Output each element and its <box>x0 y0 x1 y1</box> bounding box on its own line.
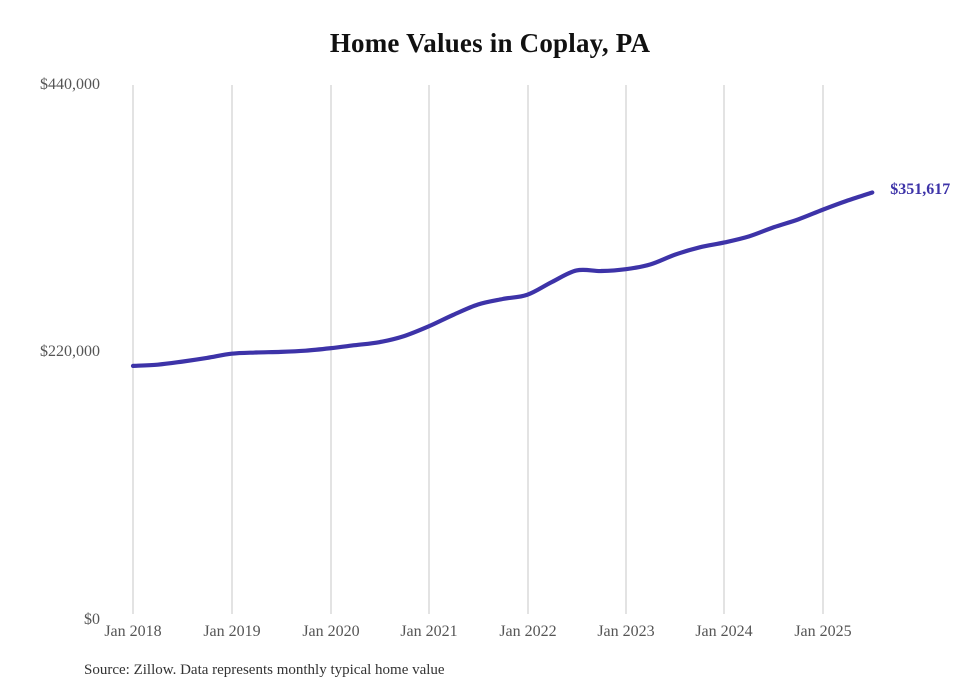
y-axis-tick-220000: $220,000 <box>40 343 100 360</box>
y-axis-tick-440000: $440,000 <box>40 76 100 93</box>
source-note: Source: Zillow. Data represents monthly … <box>84 662 445 678</box>
x-axis-tick-jan-2018: Jan 2018 <box>104 623 162 640</box>
x-axis-tick-jan-2022: Jan 2022 <box>499 623 557 640</box>
x-axis-tick-jan-2019: Jan 2019 <box>203 623 261 640</box>
y-axis-tick-0: $0 <box>84 611 100 628</box>
end-value-annotation: $351,617 <box>890 181 951 199</box>
x-axis-tick-jan-2020: Jan 2020 <box>302 623 360 640</box>
x-axis-tick-jan-2024: Jan 2024 <box>695 623 753 640</box>
gridlines <box>132 85 824 614</box>
x-axis-tick-jan-2025: Jan 2025 <box>794 623 852 640</box>
x-axis-tick-jan-2021: Jan 2021 <box>400 623 458 640</box>
page-title: Home Values in Coplay, PA <box>329 28 651 58</box>
series-line-typical-home-value <box>130 190 875 368</box>
x-axis-tick-jan-2023: Jan 2023 <box>597 623 655 640</box>
